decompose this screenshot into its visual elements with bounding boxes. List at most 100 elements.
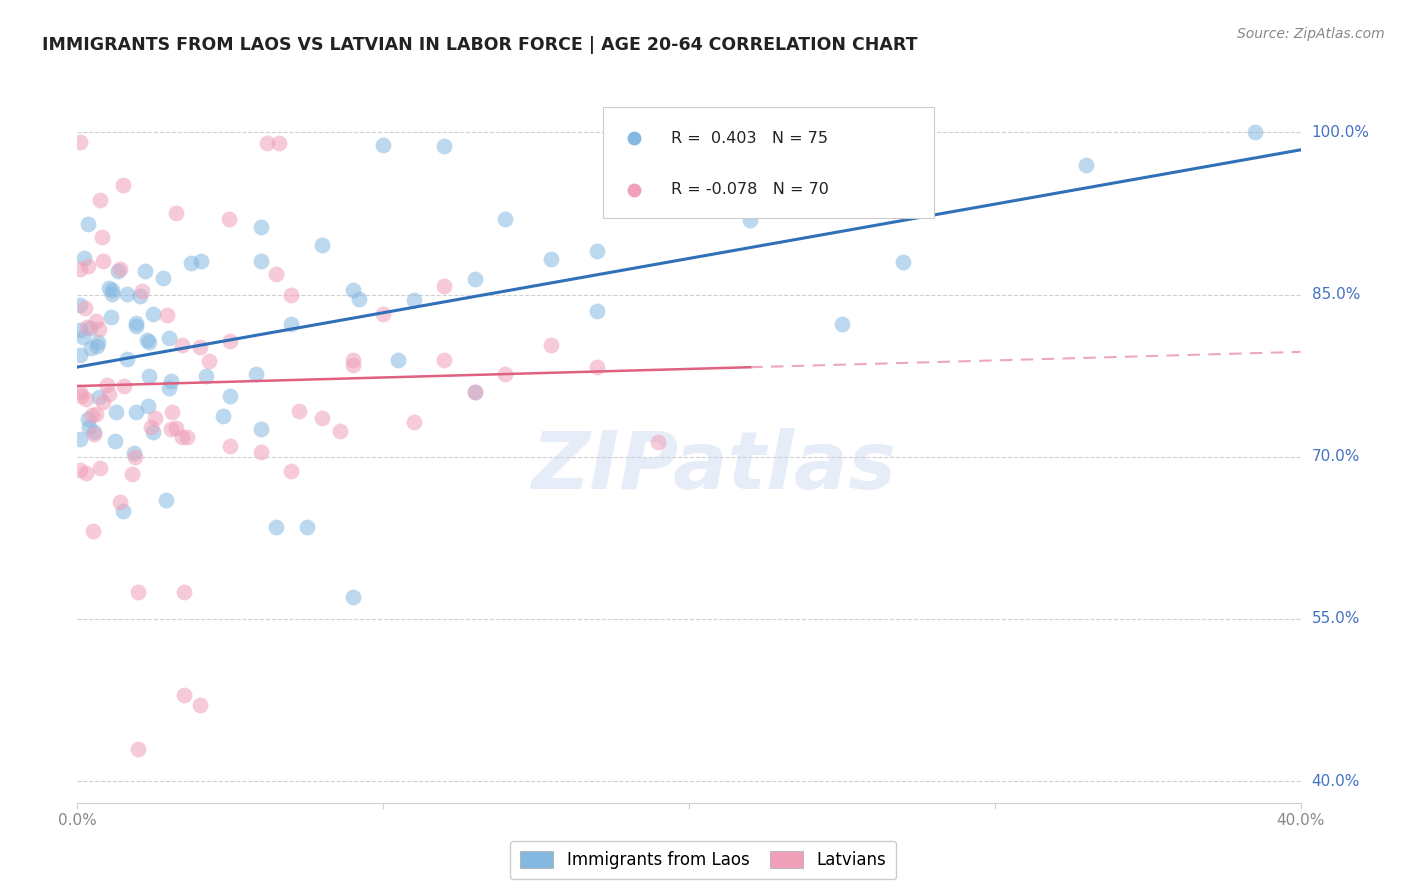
Point bbox=[86, 338, 108, 352]
Point bbox=[160, 405, 183, 419]
Point bbox=[219, 389, 242, 403]
Point bbox=[402, 293, 425, 308]
Point bbox=[125, 316, 148, 330]
Point bbox=[101, 287, 124, 301]
Point bbox=[155, 492, 177, 507]
Point bbox=[142, 307, 165, 321]
Point bbox=[131, 284, 153, 298]
Text: R =  0.403   N = 75: R = 0.403 N = 75 bbox=[671, 130, 828, 145]
Point bbox=[69, 135, 91, 149]
Point bbox=[152, 271, 174, 285]
Point bbox=[280, 317, 302, 331]
Point bbox=[176, 430, 198, 444]
Point bbox=[464, 384, 486, 399]
Point bbox=[138, 369, 160, 384]
Point bbox=[69, 261, 91, 276]
Text: Source: ZipAtlas.com: Source: ZipAtlas.com bbox=[1237, 27, 1385, 41]
Point bbox=[1243, 125, 1265, 139]
Point bbox=[121, 467, 143, 481]
Point bbox=[250, 219, 273, 234]
Point bbox=[100, 310, 122, 325]
Point bbox=[831, 317, 853, 331]
Point bbox=[280, 287, 302, 301]
Point bbox=[69, 298, 91, 312]
Point bbox=[250, 422, 273, 436]
Point bbox=[891, 255, 914, 269]
Point bbox=[195, 369, 218, 384]
Point bbox=[76, 412, 98, 426]
Point bbox=[160, 422, 183, 436]
Point bbox=[124, 404, 146, 418]
Text: 100.0%: 100.0% bbox=[1312, 125, 1369, 140]
Point bbox=[180, 255, 202, 269]
Point bbox=[342, 283, 364, 297]
Point bbox=[107, 264, 129, 278]
Point bbox=[172, 429, 194, 443]
Point bbox=[264, 520, 287, 534]
Point bbox=[245, 367, 267, 381]
Point bbox=[128, 288, 150, 302]
Point bbox=[586, 359, 609, 374]
Point bbox=[79, 321, 101, 335]
Point bbox=[83, 425, 105, 440]
Point bbox=[127, 585, 149, 599]
Text: ZIPatlas: ZIPatlas bbox=[531, 428, 896, 507]
Point bbox=[108, 262, 131, 277]
Point bbox=[433, 138, 456, 153]
Point bbox=[342, 359, 364, 373]
Point bbox=[540, 252, 562, 266]
Point bbox=[143, 410, 166, 425]
Point bbox=[165, 206, 187, 220]
Point bbox=[172, 338, 194, 352]
Point bbox=[250, 445, 273, 459]
Point bbox=[342, 352, 364, 367]
Point bbox=[540, 338, 562, 352]
Point bbox=[311, 410, 333, 425]
Point bbox=[464, 272, 486, 286]
Point bbox=[156, 308, 179, 322]
Point bbox=[288, 404, 311, 418]
Text: R = -0.078   N = 70: R = -0.078 N = 70 bbox=[671, 183, 828, 197]
Point bbox=[295, 520, 318, 534]
Point bbox=[264, 267, 287, 281]
Point bbox=[83, 427, 105, 442]
Point bbox=[82, 524, 104, 539]
Point bbox=[69, 384, 91, 399]
Point bbox=[69, 463, 91, 477]
Point bbox=[115, 351, 138, 366]
Point bbox=[157, 331, 180, 345]
Point bbox=[371, 307, 394, 321]
Point bbox=[112, 504, 135, 518]
Point bbox=[311, 238, 333, 252]
Point bbox=[75, 466, 97, 480]
FancyBboxPatch shape bbox=[603, 107, 934, 218]
Point bbox=[98, 387, 121, 401]
Point bbox=[91, 229, 114, 244]
Text: 70.0%: 70.0% bbox=[1312, 450, 1360, 465]
Point bbox=[212, 409, 235, 424]
Point bbox=[1076, 158, 1098, 172]
Point bbox=[269, 136, 291, 151]
Point bbox=[69, 348, 91, 362]
Point bbox=[89, 194, 111, 208]
Legend: Immigrants from Laos, Latvians: Immigrants from Laos, Latvians bbox=[510, 841, 896, 880]
Text: IMMIGRANTS FROM LAOS VS LATVIAN IN LABOR FORCE | AGE 20-64 CORRELATION CHART: IMMIGRANTS FROM LAOS VS LATVIAN IN LABOR… bbox=[42, 36, 918, 54]
Point bbox=[280, 464, 302, 478]
Point bbox=[84, 314, 107, 328]
Point bbox=[190, 253, 212, 268]
Point bbox=[69, 432, 91, 446]
Point bbox=[80, 341, 103, 355]
Point bbox=[138, 334, 160, 349]
Point bbox=[135, 333, 157, 347]
Point bbox=[464, 385, 486, 400]
Point bbox=[111, 178, 134, 192]
Point bbox=[112, 379, 135, 393]
Point bbox=[87, 334, 110, 349]
Point bbox=[173, 585, 195, 599]
Point bbox=[586, 244, 609, 259]
Point bbox=[495, 212, 517, 227]
Point bbox=[160, 374, 183, 388]
Point bbox=[72, 251, 94, 265]
Point bbox=[387, 352, 409, 367]
Point bbox=[647, 434, 669, 449]
